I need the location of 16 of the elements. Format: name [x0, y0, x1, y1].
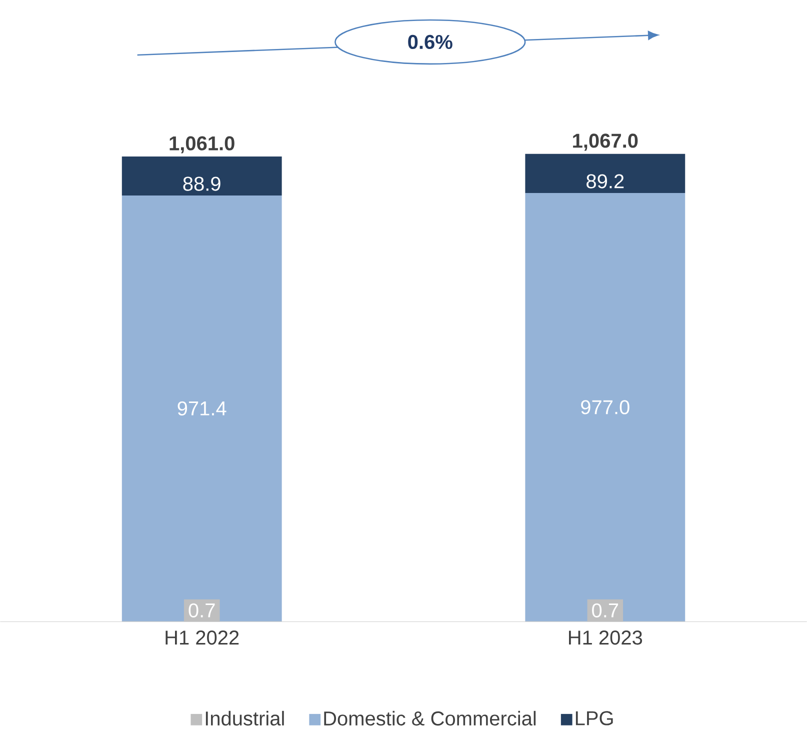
data-label: 977.0: [581, 400, 630, 414]
total-label: 1,061.0: [170, 136, 234, 154]
text: 0.6%: [408, 35, 452, 50]
bar: [525, 193, 686, 622]
data-label: 88.9: [183, 176, 220, 192]
legend-label: LPG: [576, 711, 613, 726]
total-label: 1,067.0: [573, 134, 638, 151]
data-label: 0.7: [188, 604, 215, 618]
x-tick-label: H1 2022: [166, 630, 239, 645]
legend-label: Industrial: [206, 711, 284, 726]
data-label: 0.7: [592, 604, 618, 618]
data-label: 971.4: [178, 402, 226, 416]
legend-label: Domestic & Commercial: [324, 711, 536, 726]
x-tick-label: H1 2023: [569, 630, 642, 645]
data-label: 89.2: [586, 174, 624, 189]
bar: [122, 196, 282, 622]
